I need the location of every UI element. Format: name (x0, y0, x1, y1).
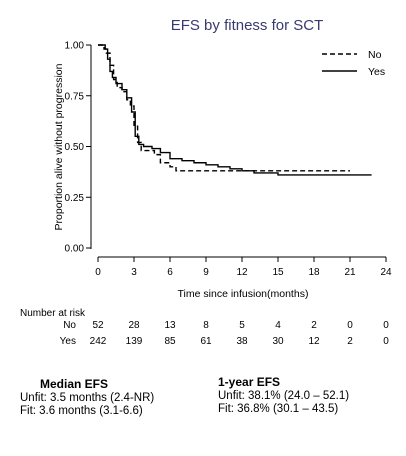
one-year-efs-unfit: Unfit: 38.1% (24.0 – 52.1) (218, 389, 350, 402)
y-tick-label: 0.25 (65, 193, 85, 204)
series-line-yes (98, 44, 372, 176)
one-year-efs-block: 1-year EFS Unfit: 38.1% (24.0 – 52.1) Fi… (218, 375, 350, 417)
risk-cell: 5 (239, 320, 245, 331)
median-efs-fit: Fit: 3.6 months (3.1-6.6) (20, 405, 143, 417)
legend-label-yes: Yes (368, 66, 385, 78)
x-axis-label: Time since infusion(months) (178, 288, 309, 300)
x-ticks: 0 3 6 9 12 15 18 21 24 (95, 257, 392, 278)
median-efs-unfit: Unfit: 3.5 months (2.4-NR) (20, 391, 155, 404)
chart-title: EFS by fitness for SCT (171, 17, 324, 34)
y-axis: 0.00 0.25 0.50 0.75 1.00 (65, 41, 92, 255)
x-tick-label: 3 (131, 267, 137, 278)
x-tick-label: 12 (236, 267, 248, 278)
y-tick-label: 0.75 (65, 91, 85, 102)
risk-cell: 28 (128, 320, 140, 331)
risk-cell: 0 (347, 320, 353, 331)
one-year-efs-fit: Fit: 36.8% (30.1 – 43.5) (218, 403, 339, 415)
risk-cell: 30 (272, 336, 284, 347)
y-ticks: 0.00 0.25 0.50 0.75 1.00 (65, 41, 91, 255)
risk-cell: 242 (90, 336, 107, 347)
x-tick-label: 18 (308, 267, 320, 278)
risk-cell: 13 (164, 320, 176, 331)
y-axis-label: Proportion alive without progression (53, 63, 65, 230)
median-efs-block: Median EFS Unfit: 3.5 months (2.4-NR) Fi… (20, 377, 155, 419)
risk-cell: 2 (311, 320, 317, 331)
risk-cell: 52 (92, 320, 104, 331)
x-tick-label: 6 (167, 267, 173, 278)
risk-cell: 85 (164, 336, 176, 347)
series-layer (98, 44, 372, 176)
legend-label-no: No (368, 49, 382, 61)
risk-cell: 38 (236, 336, 248, 347)
risk-cell: 0 (383, 320, 389, 331)
y-tick-label: 1.00 (65, 41, 85, 52)
series-line-no (98, 44, 350, 172)
x-tick-label: 9 (203, 267, 209, 278)
one-year-efs-heading: 1-year EFS (218, 375, 281, 389)
risk-cell: 12 (308, 336, 320, 347)
x-tick-label: 21 (344, 267, 356, 278)
x-axis: 0 3 6 9 12 15 18 21 24 (95, 256, 392, 278)
risk-cell: 8 (203, 320, 209, 331)
risk-row-label: Yes (60, 336, 76, 347)
x-tick-label: 24 (380, 267, 392, 278)
x-tick-label: 15 (272, 267, 284, 278)
risk-cell: 0 (383, 336, 389, 347)
legend: No Yes (322, 49, 385, 78)
risk-row-label: No (63, 320, 76, 331)
risk-cell: 4 (275, 320, 281, 331)
risk-cell: 139 (126, 336, 143, 347)
x-tick-label: 0 (95, 267, 101, 278)
risk-cell: 61 (200, 336, 212, 347)
y-tick-label: 0.50 (65, 142, 85, 153)
y-tick-label: 0.00 (65, 244, 85, 255)
risk-cell: 2 (347, 336, 353, 347)
median-efs-heading: Median EFS (40, 377, 109, 391)
risk-table-title: Number at risk (20, 308, 86, 319)
